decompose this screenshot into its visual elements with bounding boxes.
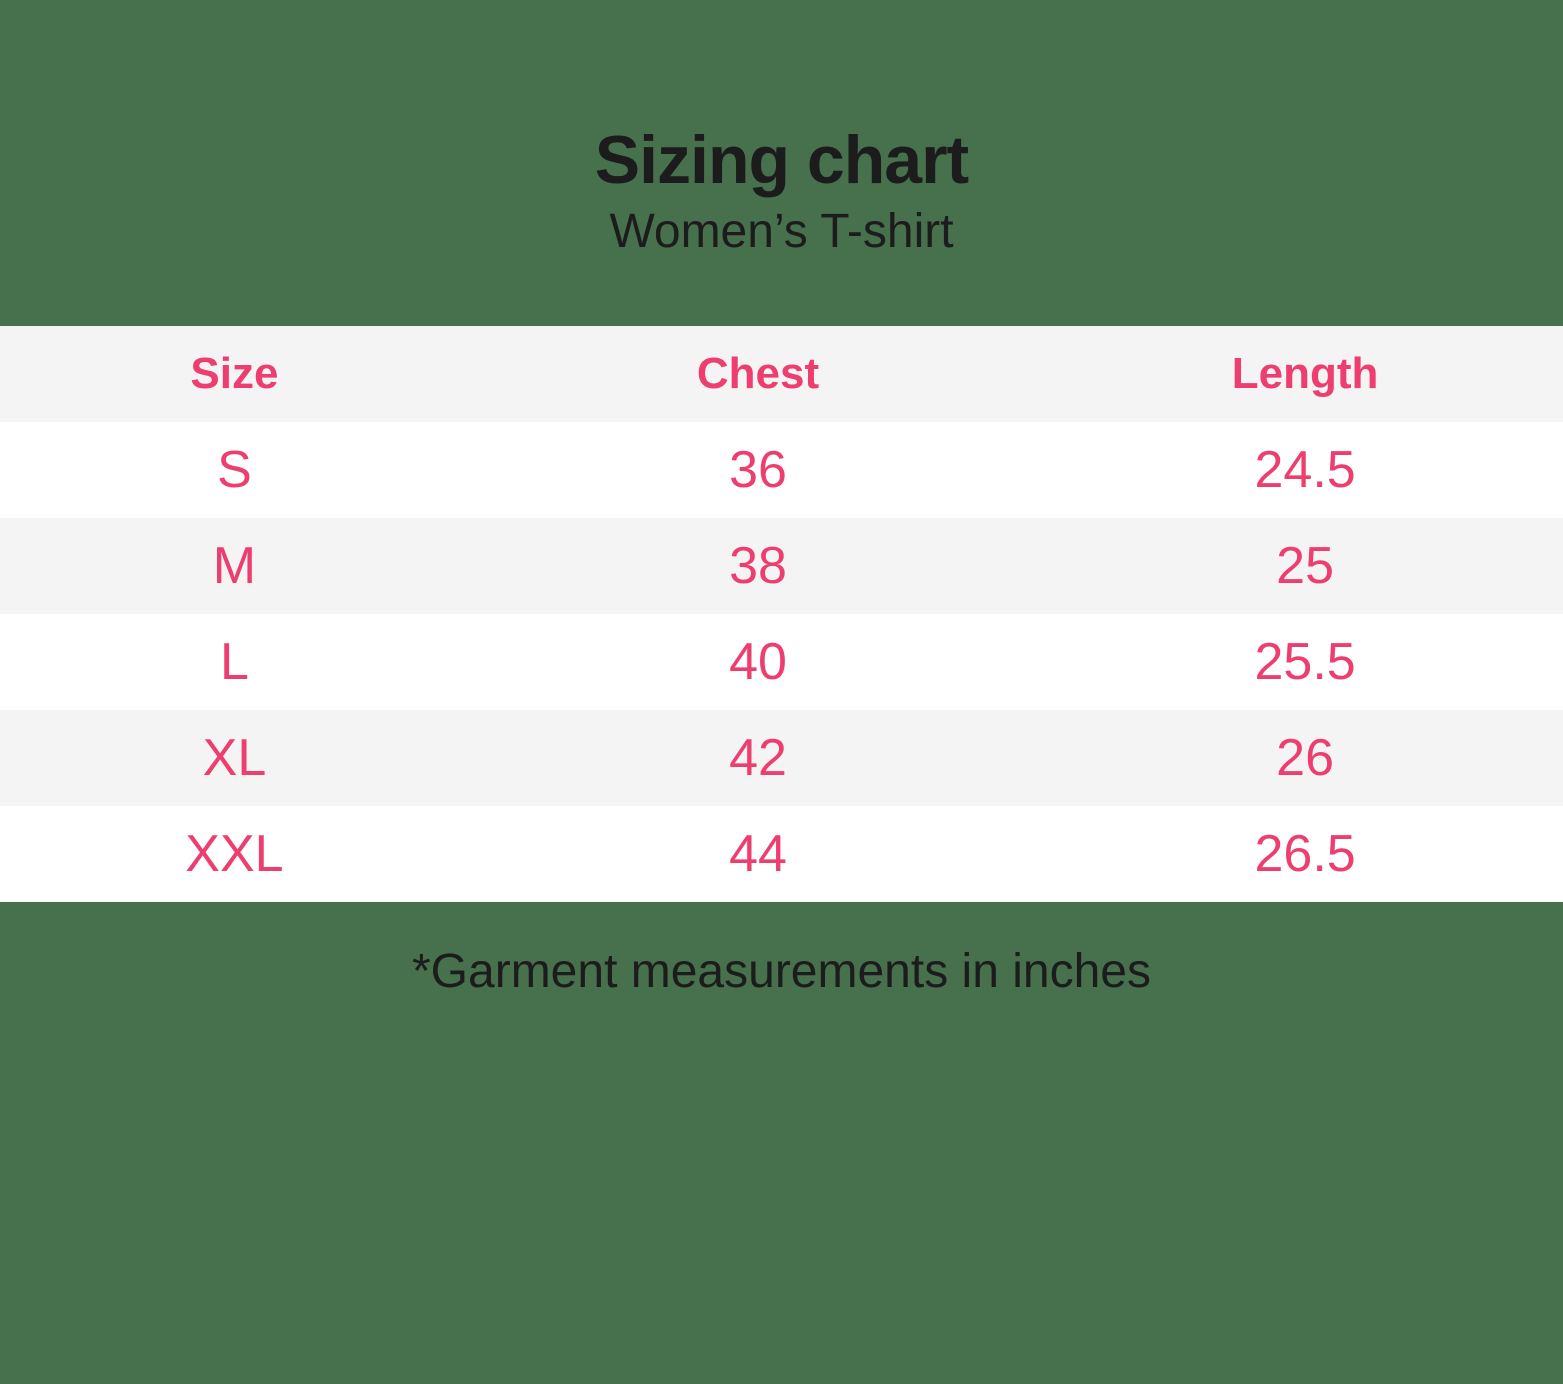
length-cell: 26: [1047, 710, 1563, 806]
chest-cell: 38: [468, 518, 1048, 614]
column-header-length: Length: [1047, 326, 1563, 422]
chest-cell: 36: [468, 422, 1048, 518]
table-row-xxl: XXL 44 26.5: [0, 806, 1563, 902]
table-row-l: L 40 25.5: [0, 614, 1563, 710]
chest-cell: 44: [468, 806, 1048, 902]
table-row-m: M 38 25: [0, 518, 1563, 614]
table-row-s: S 36 24.5: [0, 422, 1563, 518]
chest-cell: 42: [468, 710, 1048, 806]
page-title: Sizing chart: [594, 122, 969, 198]
table-header-row: Size Chest Length: [0, 326, 1563, 422]
column-header-size: Size: [0, 326, 469, 422]
footnote: *Garment measurements in inches: [412, 945, 1151, 998]
chart-header: Sizing chart Women’s T-shirt: [0, 0, 1563, 256]
size-cell: L: [0, 614, 469, 710]
column-header-chest: Chest: [468, 326, 1048, 422]
sizing-table: Size Chest Length S 36 24.5 M 38 25 L 40…: [0, 326, 1563, 902]
page-subtitle: Women’s T-shirt: [609, 205, 954, 258]
size-cell: XL: [0, 710, 469, 806]
table-row-xl: XL 42 26: [0, 710, 1563, 806]
length-cell: 24.5: [1047, 422, 1563, 518]
length-cell: 26.5: [1047, 806, 1563, 902]
chest-cell: 40: [468, 614, 1048, 710]
size-cell: XXL: [0, 806, 469, 902]
length-cell: 25.5: [1047, 614, 1563, 710]
size-cell: S: [0, 422, 469, 518]
length-cell: 25: [1047, 518, 1563, 614]
size-cell: M: [0, 518, 469, 614]
